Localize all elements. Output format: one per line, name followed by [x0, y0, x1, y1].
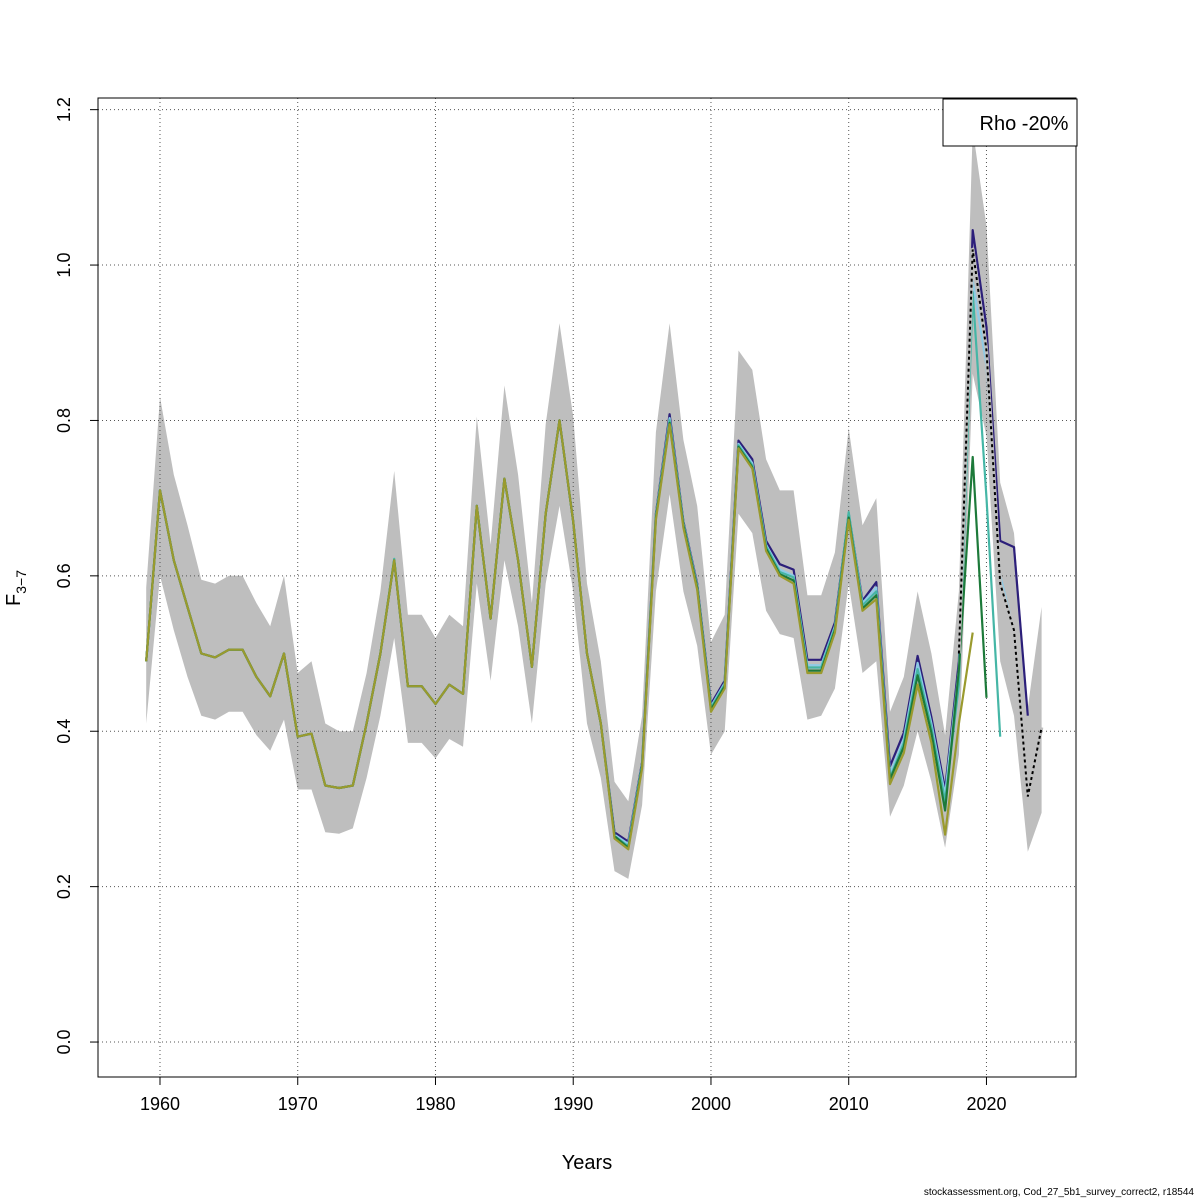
- x-tick-label: 2000: [691, 1094, 731, 1114]
- grid-layer: [98, 98, 1076, 1077]
- x-axis-title: Years: [562, 1152, 612, 1174]
- y-tick-label: 0.2: [54, 874, 74, 899]
- series-line-5: [957, 249, 1043, 797]
- x-tick-label: 1990: [553, 1094, 593, 1114]
- y-tick-label: 0.0: [54, 1030, 74, 1055]
- footer-credit: stockassessment.org, Cod_27_5b1_survey_c…: [923, 1187, 1194, 1198]
- y-tick-label: 0.4: [54, 719, 74, 744]
- y-tick-label: 0.6: [54, 563, 74, 588]
- y-tick-label: 1.2: [54, 97, 74, 122]
- axis-layer: 1960 1970 1980 1990 2000 2010 2020 0.0 0.2 0.4 0.6…: [54, 97, 1006, 1114]
- series-line-4: [145, 419, 974, 851]
- y-axis-title-main: F: [3, 594, 25, 606]
- legend-text: Rho -20%: [980, 113, 1069, 135]
- y-axis-title-subscript: 3−7: [13, 570, 29, 594]
- plot-frame: [97, 97, 1077, 1078]
- x-tick-label: 2020: [966, 1094, 1006, 1114]
- series-line-0: [145, 229, 1029, 843]
- confidence-band: [146, 129, 1042, 879]
- x-tick-label: 1980: [415, 1094, 455, 1114]
- x-tick-label: 1970: [278, 1094, 318, 1114]
- x-tick-label: 1960: [140, 1094, 180, 1114]
- y-tick-label: 0.8: [54, 408, 74, 433]
- y-tick-label: 1.0: [54, 253, 74, 278]
- series-layer: [145, 229, 1044, 851]
- confidence-band-layer: [146, 129, 1042, 879]
- x-tick-label: 2010: [829, 1094, 869, 1114]
- legend-box: [942, 98, 1078, 147]
- y-axis-title: F3−7: [3, 570, 29, 606]
- legend: Rho -20%: [942, 98, 1078, 147]
